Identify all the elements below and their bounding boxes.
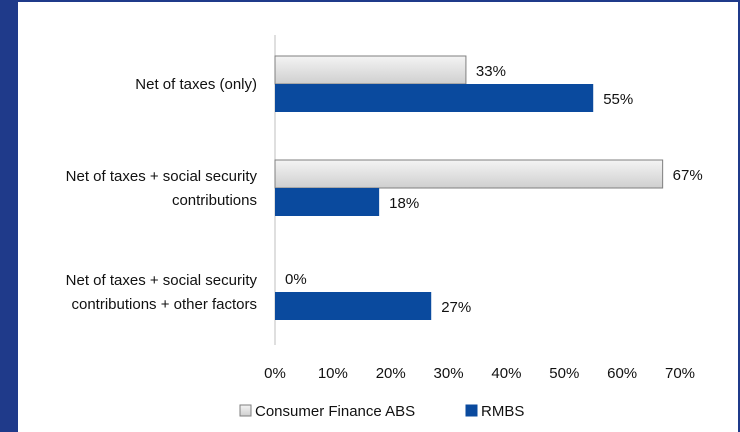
x-tick-label-3: 30% [434, 365, 464, 382]
category-label-1-line-0: Net of taxes + social security [66, 168, 258, 185]
data-label-rmbs-2: 27% [441, 299, 471, 316]
data-label-abs-0: 33% [476, 63, 506, 80]
x-tick-label-1: 10% [318, 365, 348, 382]
legend-label-abs: Consumer Finance ABS [255, 403, 415, 420]
x-tick-label-6: 60% [607, 365, 637, 382]
bar-rmbs-0 [275, 84, 594, 112]
category-label-0-line-0: Net of taxes (only) [135, 76, 257, 93]
x-tick-label-5: 50% [549, 365, 579, 382]
bar-abs-1 [274, 159, 664, 189]
data-label-rmbs-1: 18% [389, 195, 419, 212]
legend-swatch-abs [239, 404, 252, 417]
category-label-2-line-1: contributions + other factors [71, 296, 257, 313]
data-label-abs-2: 0% [285, 271, 307, 288]
x-tick-label-0: 0% [264, 365, 286, 382]
x-tick-label-4: 40% [491, 365, 521, 382]
bar-abs-0 [274, 55, 467, 85]
data-label-abs-1: 67% [673, 167, 703, 184]
legend-swatch-rmbs [465, 404, 478, 417]
category-label-1-line-1: contributions [172, 192, 257, 209]
data-label-rmbs-0: 55% [603, 91, 633, 108]
category-label-2-line-0: Net of taxes + social security [66, 272, 258, 289]
x-tick-label-7: 70% [665, 365, 695, 382]
legend-label-rmbs: RMBS [481, 403, 524, 420]
bar-rmbs-2 [275, 292, 432, 320]
bar-rmbs-1 [275, 188, 380, 216]
x-tick-label-2: 20% [376, 365, 406, 382]
